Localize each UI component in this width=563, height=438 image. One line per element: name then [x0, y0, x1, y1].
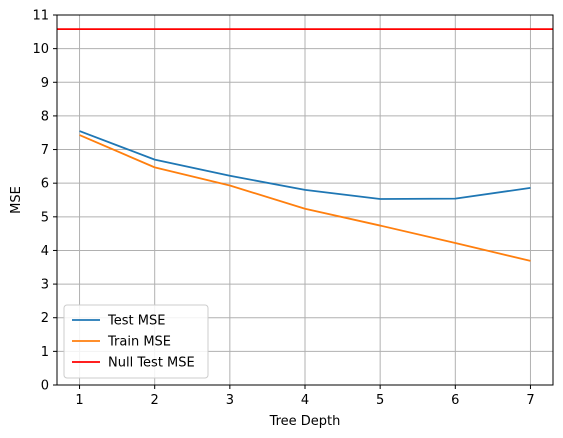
x-tick-label: 2 [151, 393, 159, 408]
y-tick-label: 6 [41, 177, 49, 192]
y-tick-label: 10 [32, 42, 49, 57]
y-tick-label: 9 [41, 76, 49, 91]
ticks: 1 2 3 4 5 6 7 0 1 2 3 4 5 6 7 8 9 10 11 [32, 9, 534, 409]
y-tick-label: 7 [41, 143, 49, 158]
y-tick-label: 5 [41, 210, 49, 225]
y-tick-label: 1 [41, 345, 49, 360]
y-axis-label: MSE [9, 186, 24, 214]
legend: Test MSE Train MSE Null Test MSE [63, 304, 209, 379]
series-layer [57, 28, 553, 262]
series-line-train-mse [79, 134, 531, 262]
y-tick-label: 11 [32, 9, 49, 24]
x-axis-label: Tree Depth [269, 414, 341, 429]
x-tick-label: 7 [526, 393, 534, 408]
y-tick-label: 0 [41, 379, 49, 394]
y-tick-label: 2 [41, 311, 49, 326]
legend-label: Train MSE [107, 335, 171, 350]
y-tick-label: 4 [41, 244, 49, 259]
y-tick-label: 3 [41, 278, 49, 293]
x-tick-label: 3 [226, 393, 234, 408]
y-tick-label: 8 [41, 109, 49, 124]
x-tick-label: 6 [451, 393, 459, 408]
legend-box [63, 304, 209, 379]
series-line-test-mse [79, 130, 531, 200]
legend-label: Null Test MSE [108, 356, 195, 371]
x-tick-label: 5 [376, 393, 384, 408]
x-tick-label: 4 [301, 393, 309, 408]
legend-label: Test MSE [107, 314, 165, 329]
x-tick-label: 1 [75, 393, 83, 408]
grid [57, 14, 553, 386]
